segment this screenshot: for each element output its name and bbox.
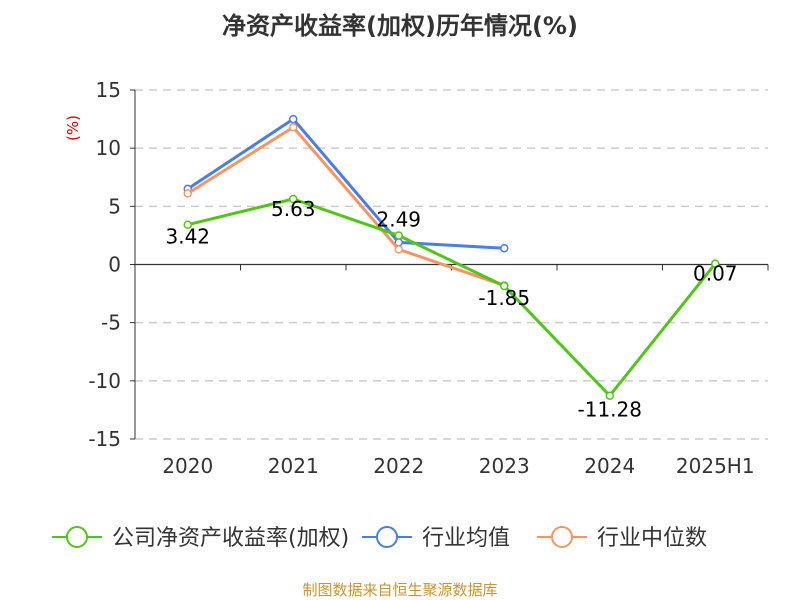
data-point [394, 245, 403, 254]
legend-item[interactable]: 公司净资产收益率(加权) [52, 526, 349, 551]
data-point [394, 231, 403, 240]
legend-swatch-marker [376, 526, 398, 548]
x-tick-label: 2022 [373, 454, 424, 478]
data-label: 3.42 [165, 225, 210, 249]
data-point [289, 194, 298, 204]
legend-item[interactable]: 行业中位数 [537, 526, 707, 551]
y-axis-label: (%) [64, 115, 82, 141]
x-tick-label: 2023 [479, 454, 530, 478]
y-tick-label: 15 [96, 78, 121, 102]
series-line [186, 117, 505, 250]
legend-swatch-marker [551, 526, 573, 548]
legend-item[interactable]: 行业均值 [362, 526, 510, 551]
y-tick-label: 10 [96, 136, 121, 160]
footer-source: 制图数据来自恒生聚源数据库 [302, 581, 497, 599]
data-point [289, 114, 298, 124]
y-tick-label: -5 [101, 311, 121, 335]
data-labels: 3.42 5.63 2.49 -1.85 -11.28 0.07 [165, 197, 737, 422]
series-0 [183, 194, 720, 400]
data-point [500, 281, 509, 291]
x-tick-label: 2024 [584, 454, 635, 478]
data-point [500, 243, 509, 253]
series-1 [183, 114, 509, 253]
legend-swatch-marker [66, 526, 88, 548]
data-label: 2.49 [376, 208, 421, 232]
data-point [183, 220, 192, 229]
series-line [186, 125, 505, 287]
grid-lines [135, 89, 768, 440]
legend-label: 公司净资产收益率(加权) [112, 526, 349, 551]
data-label: -1.85 [478, 286, 530, 310]
y-tick-label: -15 [88, 427, 121, 451]
axes: 15 10 5 0 -5 -10 -15 2020 2021 2022 2023 2024 2025H1 [88, 78, 769, 478]
y-tick-label: 0 [108, 253, 121, 277]
data-label: 5.63 [271, 197, 316, 221]
series-line [187, 197, 717, 398]
series-2 [183, 122, 509, 290]
legend-label: 行业均值 [422, 526, 510, 551]
data-point [289, 122, 298, 132]
x-tick-label: 2021 [268, 454, 319, 478]
x-tick-label: 2020 [162, 454, 213, 478]
chart-title: 净资产收益率(加权)历年情况(%) [222, 12, 578, 40]
data-point [183, 189, 192, 198]
data-label: -11.28 [578, 398, 642, 422]
series-lines [183, 114, 720, 400]
data-label: 0.07 [693, 262, 738, 286]
legend: 公司净资产收益率(加权) 行业均值 行业中位数 [52, 526, 707, 551]
y-tick-label: 5 [108, 194, 121, 218]
y-tick-label: -10 [88, 369, 121, 393]
data-point [605, 391, 614, 400]
x-tick-label: 2025H1 [676, 454, 755, 478]
data-point [711, 259, 720, 268]
legend-label: 行业中位数 [597, 526, 707, 551]
